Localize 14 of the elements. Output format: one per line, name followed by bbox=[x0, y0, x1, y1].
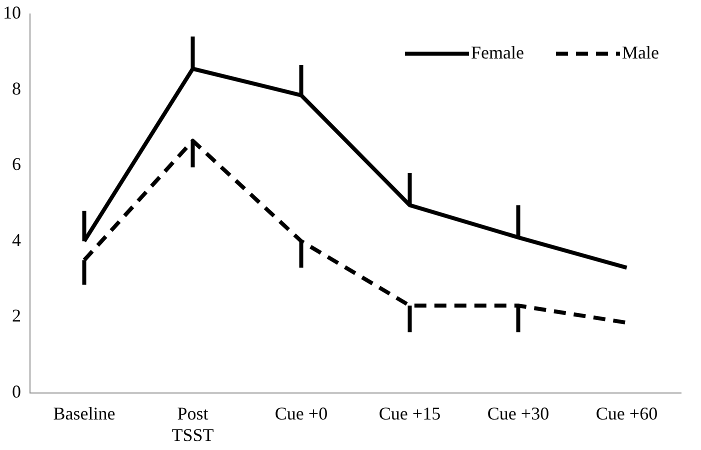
x-tick-label: Cue +30 bbox=[487, 403, 550, 424]
x-tick-label: Cue +0 bbox=[274, 403, 328, 424]
y-tick-label: 0 bbox=[12, 382, 21, 402]
legend-label: Female bbox=[471, 42, 524, 63]
legend-label: Male bbox=[622, 42, 660, 63]
y-tick-label: 10 bbox=[3, 2, 21, 23]
y-tick-label: 4 bbox=[12, 230, 21, 250]
y-tick-label: 2 bbox=[12, 306, 21, 326]
x-tick-label: Post TSST bbox=[172, 403, 214, 445]
y-tick-label: 8 bbox=[12, 78, 21, 98]
y-tick-label: 6 bbox=[12, 154, 21, 174]
x-tick-label: Cue +60 bbox=[596, 403, 658, 424]
x-tick-label: Cue +15 bbox=[378, 403, 441, 424]
x-tick-label: Baseline bbox=[53, 403, 116, 424]
